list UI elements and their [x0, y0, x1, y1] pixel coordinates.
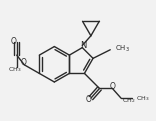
Text: O: O	[21, 58, 27, 67]
Text: CH$_3$: CH$_3$	[136, 94, 150, 103]
Text: CH$_2$: CH$_2$	[122, 96, 135, 105]
Text: N: N	[80, 42, 86, 50]
Text: O: O	[86, 95, 92, 104]
Text: CH$_3$: CH$_3$	[115, 44, 129, 54]
Text: CH$_3$: CH$_3$	[8, 65, 21, 74]
Text: O: O	[110, 82, 116, 91]
Text: O: O	[11, 37, 17, 46]
